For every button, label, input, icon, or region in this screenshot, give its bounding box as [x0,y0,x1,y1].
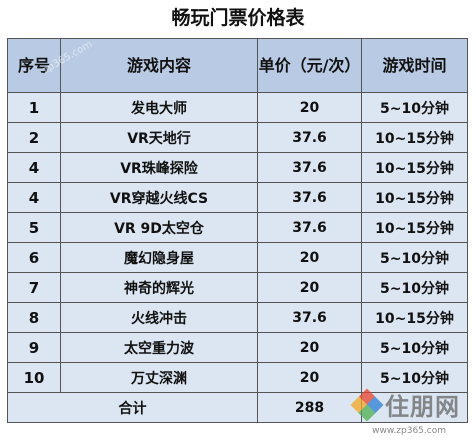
row-content: 发电大师 [60,92,258,123]
row-time: 10~15分钟 [361,182,468,213]
header-price-label: 单价（元/次） [258,55,361,75]
table-row: 1 发电大师 20 5~10分钟 [7,92,468,123]
row-content: 神奇的辉光 [60,272,258,303]
row-no: 8 [7,302,61,333]
watermark-logo: 住朋网 [350,387,460,422]
row-time: 5~10分钟 [361,272,468,303]
row-content: VR天地行 [60,122,258,153]
row-time: 10~15分钟 [361,152,468,183]
table-row: 4 VR珠峰探险 37.6 10~15分钟 [7,152,468,183]
row-price: 37.6 [257,122,362,153]
table-row: 10 万丈深渊 20 5~10分钟 [7,362,468,393]
total-label: 合计 [7,392,258,423]
table-row: 8 火线冲击 37.6 10~15分钟 [7,302,468,333]
row-time: 5~10分钟 [361,332,468,363]
row-content: VR穿越火线CS [60,182,258,213]
table-row: 4 VR穿越火线CS 37.6 10~15分钟 [7,182,468,213]
row-time: 10~15分钟 [361,212,468,243]
header-no: 序号 [7,38,61,93]
row-price: 37.6 [257,302,362,333]
row-time: 5~10分钟 [361,92,468,123]
row-price: 20 [257,332,362,363]
table-row: 6 魔幻隐身屋 20 5~10分钟 [7,242,468,273]
row-no: 6 [7,242,61,273]
row-time: 10~15分钟 [361,122,468,153]
row-content: VR珠峰探险 [60,152,258,183]
row-no: 5 [7,212,61,243]
header-price: 单价（元/次） [257,38,362,93]
row-price: 20 [257,362,362,393]
row-price: 20 [257,92,362,123]
row-no: 4 [7,152,61,183]
table-row: 5 VR 9D太空仓 37.6 10~15分钟 [7,212,468,243]
table-row: 7 神奇的辉光 20 5~10分钟 [7,272,468,303]
row-content: 魔幻隐身屋 [60,242,258,273]
row-no: 4 [7,182,61,213]
row-price: 20 [257,272,362,303]
header-time-label: 游戏时间 [382,55,447,75]
row-time: 5~10分钟 [361,242,468,273]
row-content: 火线冲击 [60,302,258,333]
watermark-logo-text: 住朋网 [385,393,460,421]
table-row: 2 VR天地行 37.6 10~15分钟 [7,122,468,153]
page-title: 畅玩门票价格表 [171,7,305,29]
row-content: VR 9D太空仓 [60,212,258,243]
row-price: 20 [257,242,362,273]
table-row: 9 太空重力波 20 5~10分钟 [7,332,468,363]
row-no: 9 [7,332,61,363]
price-table: 序号 游戏内容 单价（元/次） 游戏时间 1 发电大师 20 5~10分钟 2 … [7,38,468,423]
row-no: 7 [7,272,61,303]
row-content: 太空重力波 [60,332,258,363]
row-price: 37.6 [257,212,362,243]
header-content-label: 游戏内容 [126,55,191,75]
header-row: 序号 游戏内容 单价（元/次） 游戏时间 [7,38,468,93]
header-no-label: 序号 [17,55,50,75]
row-time: 10~15分钟 [361,302,468,333]
row-no: 1 [7,92,61,123]
row-no: 10 [7,362,61,393]
zp-logo-icon [350,388,384,421]
row-no: 2 [7,122,61,153]
watermark-url: www.zp365.com [372,426,446,436]
row-price: 37.6 [257,152,362,183]
header-time: 游戏时间 [361,38,468,93]
total-price: 288 [257,392,362,423]
row-price: 37.6 [257,182,362,213]
row-time: 5~10分钟 [361,362,468,393]
row-content: 万丈深渊 [60,362,258,393]
